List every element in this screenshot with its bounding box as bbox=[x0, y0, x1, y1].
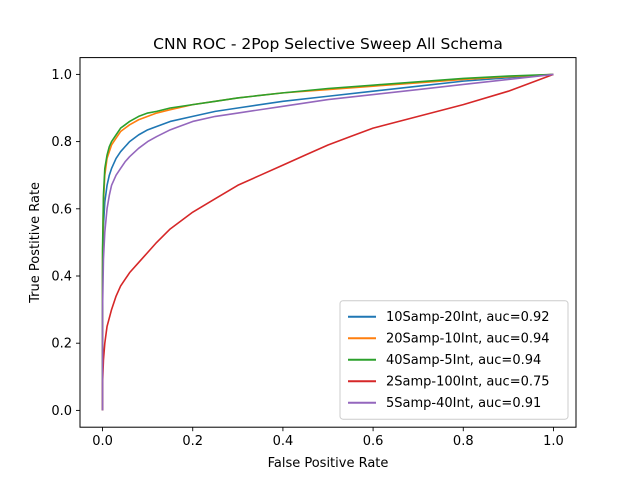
y-axis-label: True Postitive Rate bbox=[28, 182, 43, 304]
x-tick-label: 0.4 bbox=[273, 434, 294, 449]
series-line-2 bbox=[101, 73, 554, 411]
x-axis-label: False Positive Rate bbox=[268, 456, 389, 471]
series-line-4 bbox=[101, 73, 554, 411]
legend-entry: 5Samp-40Int, auc=0.91 bbox=[386, 396, 541, 411]
plot-frame bbox=[79, 57, 577, 428]
legend-entry: 2Samp-100Int, auc=0.75 bbox=[386, 375, 550, 390]
legend: 10Samp-20Int, auc=0.92 20Samp-10Int, auc=… bbox=[339, 300, 569, 420]
x-tick-label: 0.2 bbox=[182, 434, 203, 449]
x-axis-ticks: 0.0 0.2 0.4 0.6 0.8 1.0 bbox=[92, 427, 564, 449]
x-tick-label: 0.6 bbox=[363, 434, 384, 449]
chart-title: CNN ROC - 2Pop Selective Sweep All Schem… bbox=[153, 35, 503, 53]
y-tick-label: 0.4 bbox=[51, 270, 72, 285]
legend-box bbox=[339, 300, 569, 420]
y-tick-label: 0.0 bbox=[51, 404, 72, 419]
y-tick-label: 0.2 bbox=[51, 337, 72, 352]
series-line-3 bbox=[101, 73, 554, 411]
x-tick-label: 0.0 bbox=[92, 434, 113, 449]
legend-entry: 40Samp-5Int, auc=0.94 bbox=[386, 353, 541, 368]
legend-entry: 20Samp-10Int, auc=0.94 bbox=[386, 332, 550, 347]
y-axis-ticks: 0.0 0.2 0.4 0.6 0.8 1.0 bbox=[51, 68, 80, 419]
y-tick-label: 0.6 bbox=[51, 202, 72, 217]
x-tick-label: 1.0 bbox=[543, 434, 564, 449]
x-tick-label: 0.8 bbox=[453, 434, 474, 449]
y-tick-label: 0.8 bbox=[51, 135, 72, 150]
series-lines bbox=[101, 73, 554, 411]
series-line-0 bbox=[101, 73, 554, 411]
y-tick-label: 1.0 bbox=[51, 68, 72, 83]
legend-entry: 10Samp-20Int, auc=0.92 bbox=[386, 310, 550, 325]
